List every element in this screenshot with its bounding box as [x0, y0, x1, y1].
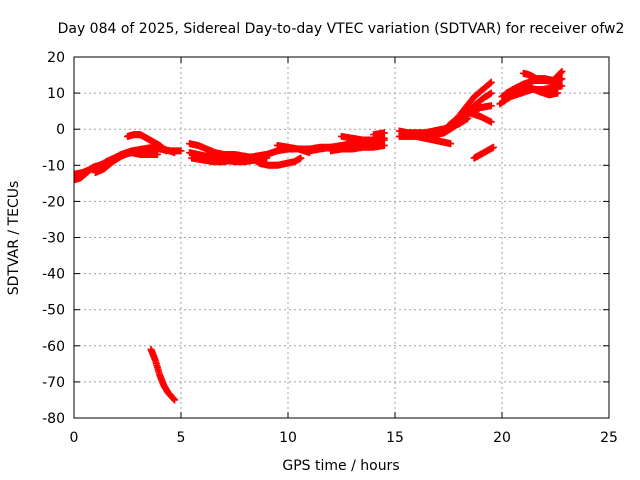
y-tick-label: -40 — [42, 267, 65, 283]
x-tick-label: 10 — [279, 430, 297, 446]
x-tick-label: 25 — [600, 430, 618, 446]
series-arc-13 — [338, 132, 388, 144]
x-tick-label: 5 — [177, 430, 186, 446]
x-axis-label: GPS time / hours — [282, 458, 399, 474]
data-point — [153, 150, 161, 158]
data-point — [447, 140, 455, 148]
data-points — [74, 67, 566, 404]
x-tick-label: 15 — [386, 430, 404, 446]
series-arc-22 — [455, 109, 495, 126]
data-point — [162, 147, 170, 155]
data-point — [487, 102, 495, 110]
y-tick-label: 10 — [47, 86, 65, 102]
data-point — [558, 82, 566, 90]
grid — [74, 57, 609, 418]
chart-title: Day 084 of 2025, Sidereal Day-to-day VTE… — [58, 21, 625, 37]
y-tick-label: -20 — [42, 194, 65, 210]
y-tick-label: -80 — [42, 411, 65, 427]
data-point — [170, 395, 178, 403]
y-axis-label: SDTVAR / TECUs — [6, 181, 22, 296]
data-point — [558, 67, 566, 75]
data-point — [489, 143, 497, 151]
data-point — [380, 129, 388, 137]
data-point — [558, 75, 566, 83]
x-tick-label: 0 — [70, 430, 79, 446]
y-tick-label: -70 — [42, 375, 65, 391]
y-tick-label: -30 — [42, 231, 65, 247]
x-tick-label: 20 — [493, 430, 511, 446]
series-arc-14 — [327, 141, 388, 155]
series-arc-26 — [502, 82, 562, 99]
data-point — [487, 89, 495, 97]
y-tick-label: 0 — [56, 122, 65, 138]
series-arc-4 — [124, 131, 170, 155]
series-arc-28 — [147, 345, 179, 404]
data-point — [380, 141, 388, 149]
y-tick-label: 20 — [47, 50, 65, 66]
axis-ticks: 0 5 10 15 20 25 -80 -70 -60 -50 -40 -30 -20 -10 0 10 20 — [42, 50, 618, 446]
y-tick-label: -60 — [42, 339, 65, 355]
data-point — [557, 69, 565, 77]
data-point — [554, 89, 562, 97]
data-point — [487, 78, 495, 86]
series-arc-27 — [519, 67, 566, 84]
y-tick-label: -10 — [42, 158, 65, 174]
data-point — [297, 154, 305, 162]
data-point — [171, 396, 179, 404]
data-point — [177, 147, 185, 155]
data-point — [487, 118, 495, 126]
data-point — [486, 79, 494, 87]
series-arc-9 — [248, 154, 305, 169]
series-arc-15 — [370, 129, 388, 139]
series-arc-23 — [470, 143, 497, 162]
series-arc-5 — [102, 149, 161, 166]
y-tick-label: -50 — [42, 303, 65, 319]
